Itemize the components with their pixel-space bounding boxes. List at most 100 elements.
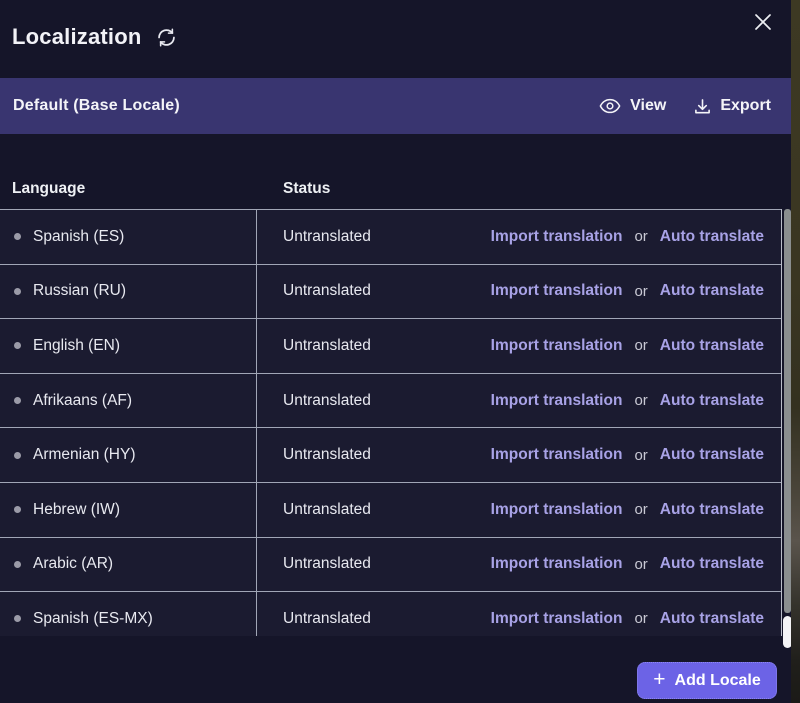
table-row: Hebrew (IW) Untranslated Import translat… bbox=[0, 481, 781, 537]
view-label: View bbox=[630, 97, 667, 114]
language-cell: Arabic (AR) bbox=[0, 537, 257, 592]
view-button[interactable]: View bbox=[599, 97, 666, 115]
or-label: or bbox=[634, 228, 648, 246]
language-label: Hebrew (IW) bbox=[33, 500, 120, 518]
modal-title-text: Localization bbox=[12, 24, 142, 49]
status-cell: Untranslated bbox=[257, 374, 427, 428]
status-label: Untranslated bbox=[283, 336, 371, 354]
table-row: Afrikaans (AF) Untranslated Import trans… bbox=[0, 372, 781, 428]
locale-table[interactable]: Spanish (ES) Untranslated Import transla… bbox=[0, 209, 782, 636]
or-label: or bbox=[634, 446, 648, 464]
language-cell: Armenian (HY) bbox=[0, 428, 257, 482]
status-label: Untranslated bbox=[283, 282, 371, 300]
table-row: Russian (RU) Untranslated Import transla… bbox=[0, 263, 781, 319]
status-cell: Untranslated bbox=[257, 538, 427, 592]
base-locale-bar: Default (Base Locale) View Export bbox=[0, 78, 791, 134]
language-label: Afrikaans (AF) bbox=[33, 391, 133, 409]
import-translation-link[interactable]: Import translation bbox=[490, 227, 623, 245]
or-label: or bbox=[634, 392, 648, 410]
or-label: or bbox=[634, 610, 648, 628]
language-cell: Spanish (ES) bbox=[0, 210, 257, 264]
language-label: Armenian (HY) bbox=[33, 446, 136, 464]
add-locale-button[interactable]: + Add Locale bbox=[637, 662, 777, 699]
language-cell: Spanish (ES-MX) bbox=[0, 592, 257, 636]
auto-translate-link[interactable]: Auto translate bbox=[659, 336, 764, 354]
or-label: or bbox=[634, 282, 648, 300]
status-label: Untranslated bbox=[283, 555, 371, 573]
status-label: Untranslated bbox=[283, 609, 371, 627]
import-translation-link[interactable]: Import translation bbox=[490, 391, 623, 409]
language-label: English (EN) bbox=[33, 336, 120, 354]
add-locale-label: Add Locale bbox=[674, 671, 761, 689]
table-row: Spanish (ES) Untranslated Import transla… bbox=[0, 209, 781, 264]
auto-translate-link[interactable]: Auto translate bbox=[659, 500, 764, 518]
locale-bar-actions: View Export bbox=[599, 97, 771, 115]
or-label: or bbox=[634, 337, 648, 355]
actions-cell: Import translation or Auto translate bbox=[427, 374, 781, 428]
scrollbar-track[interactable] bbox=[784, 209, 791, 613]
language-label: Spanish (ES-MX) bbox=[33, 609, 153, 627]
base-locale-label: Default (Base Locale) bbox=[13, 97, 180, 114]
export-button[interactable]: Export bbox=[694, 97, 771, 115]
status-cell: Untranslated bbox=[257, 265, 427, 319]
export-label: Export bbox=[720, 97, 771, 114]
table-header: Language Status bbox=[0, 169, 782, 209]
status-cell: Untranslated bbox=[257, 210, 427, 264]
status-cell: Untranslated bbox=[257, 483, 427, 537]
eye-icon bbox=[599, 98, 621, 114]
bullet-icon bbox=[14, 342, 21, 350]
import-translation-link[interactable]: Import translation bbox=[490, 282, 623, 300]
import-translation-link[interactable]: Import translation bbox=[490, 500, 623, 518]
status-label: Untranslated bbox=[283, 500, 371, 518]
scrollbar-thumb[interactable] bbox=[783, 616, 792, 648]
import-translation-link[interactable]: Import translation bbox=[490, 336, 623, 354]
auto-translate-link[interactable]: Auto translate bbox=[659, 282, 764, 300]
actions-cell: Import translation or Auto translate bbox=[427, 265, 781, 319]
auto-translate-link[interactable]: Auto translate bbox=[659, 446, 764, 464]
refresh-icon[interactable] bbox=[156, 27, 177, 48]
auto-translate-link[interactable]: Auto translate bbox=[659, 609, 764, 627]
bullet-icon bbox=[14, 560, 21, 568]
import-translation-link[interactable]: Import translation bbox=[490, 446, 623, 464]
language-cell: Afrikaans (AF) bbox=[0, 373, 257, 428]
or-label: or bbox=[634, 501, 648, 519]
actions-cell: Import translation or Auto translate bbox=[427, 592, 781, 636]
page-behind-modal bbox=[791, 0, 800, 703]
actions-cell: Import translation or Auto translate bbox=[427, 319, 781, 373]
page-title: Localization bbox=[12, 24, 177, 50]
table-row: Arabic (AR) Untranslated Import translat… bbox=[0, 536, 781, 592]
table-row: English (EN) Untranslated Import transla… bbox=[0, 318, 781, 373]
language-label: Russian (RU) bbox=[33, 282, 127, 300]
status-label: Untranslated bbox=[283, 446, 371, 464]
bullet-icon bbox=[14, 233, 21, 241]
status-cell: Untranslated bbox=[257, 592, 427, 636]
language-cell: Russian (RU) bbox=[0, 264, 257, 319]
auto-translate-link[interactable]: Auto translate bbox=[659, 555, 764, 573]
auto-translate-link[interactable]: Auto translate bbox=[659, 391, 764, 409]
actions-cell: Import translation or Auto translate bbox=[427, 538, 781, 592]
status-column-header: Status bbox=[283, 180, 331, 197]
bullet-icon bbox=[14, 287, 21, 295]
or-label: or bbox=[634, 555, 648, 573]
language-cell: English (EN) bbox=[0, 319, 257, 373]
language-label: Arabic (AR) bbox=[33, 555, 114, 573]
bullet-icon bbox=[14, 451, 21, 459]
import-translation-link[interactable]: Import translation bbox=[490, 609, 623, 627]
import-translation-link[interactable]: Import translation bbox=[490, 555, 623, 573]
actions-cell: Import translation or Auto translate bbox=[427, 428, 781, 482]
bullet-icon bbox=[14, 506, 21, 514]
language-column-header: Language bbox=[12, 180, 86, 197]
language-cell: Hebrew (IW) bbox=[0, 482, 257, 537]
close-icon[interactable] bbox=[751, 10, 775, 34]
plus-icon: + bbox=[653, 668, 666, 691]
status-cell: Untranslated bbox=[257, 428, 427, 482]
status-label: Untranslated bbox=[283, 227, 371, 245]
table-row: Spanish (ES-MX) Untranslated Import tran… bbox=[0, 591, 781, 636]
language-label: Spanish (ES) bbox=[33, 227, 125, 245]
bullet-icon bbox=[14, 397, 21, 405]
auto-translate-link[interactable]: Auto translate bbox=[659, 227, 764, 245]
table-row: Armenian (HY) Untranslated Import transl… bbox=[0, 427, 781, 482]
download-icon bbox=[694, 98, 711, 115]
actions-cell: Import translation or Auto translate bbox=[427, 210, 781, 264]
